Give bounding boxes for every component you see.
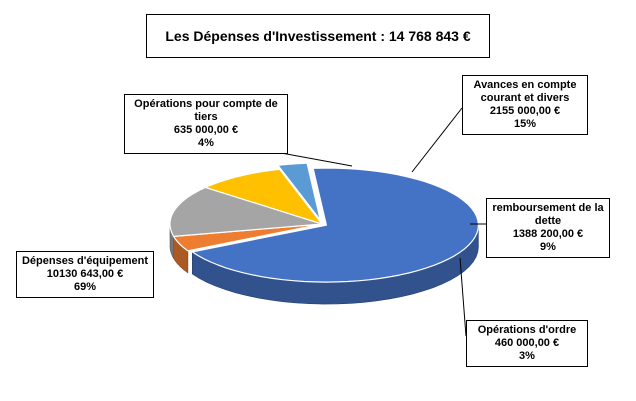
- label-depenses-equipement: Dépenses d'équipement 10130 643,00 € 69%: [16, 251, 154, 298]
- slice-avances-compte-courant: [169, 186, 323, 237]
- label-value: 10130 643,00 €: [46, 268, 124, 280]
- slice-operations-compte-tiers: [173, 223, 323, 252]
- label-name: Opérations d'ordre: [477, 324, 577, 336]
- label-operations-ordre: Opérations d'ordre 460 000,00 € 3%: [466, 320, 588, 367]
- label-value: 1388 200,00 €: [512, 228, 584, 240]
- slice-depenses-equipement: [191, 167, 479, 283]
- label-value: 460 000,00 €: [494, 337, 560, 349]
- leader-line-slice-operations-ordre: [459, 257, 467, 337]
- label-percent: 3%: [519, 350, 535, 362]
- label-value: 635 000,00 €: [173, 124, 239, 136]
- label-name: Dépenses d'équipement: [21, 255, 149, 267]
- label-operations-compte-tiers: Opérations pour compte de tiers 635 000,…: [124, 94, 288, 154]
- label-remboursement-dette: remboursement de la dette 1388 200,00 € …: [486, 198, 610, 258]
- slice-operations-ordre: [277, 162, 321, 221]
- label-name: remboursement de la dette: [492, 202, 604, 227]
- label-name: Opérations pour compte de tiers: [134, 98, 278, 123]
- chart-title: Les Dépenses d'Investissement : 14 768 8…: [146, 14, 490, 58]
- label-percent: 69%: [73, 281, 97, 293]
- leader-line-slice-avances-compte-courant: [411, 107, 463, 173]
- label-value: 2155 000,00 €: [489, 105, 561, 117]
- label-percent: 15%: [513, 118, 537, 130]
- label-avances-compte-courant: Avances en compte courant et divers 2155…: [462, 75, 588, 135]
- label-name: Avances en compte courant et divers: [473, 79, 577, 104]
- label-percent: 9%: [540, 241, 556, 253]
- label-percent: 4%: [198, 137, 214, 149]
- slice-remboursement-dette: [204, 168, 323, 225]
